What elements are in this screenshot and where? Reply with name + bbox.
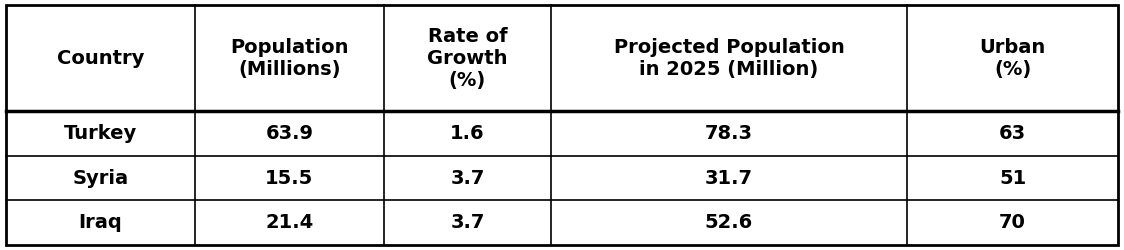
Text: 63.9: 63.9 — [265, 124, 314, 143]
Text: 70: 70 — [999, 213, 1026, 232]
Text: 3.7: 3.7 — [451, 213, 484, 232]
Text: 3.7: 3.7 — [451, 168, 484, 188]
Text: Urban
(%): Urban (%) — [979, 38, 1045, 78]
Text: Iraq: Iraq — [79, 213, 123, 232]
Text: 52.6: 52.6 — [705, 213, 753, 232]
Text: Syria: Syria — [72, 168, 128, 188]
Text: 51: 51 — [999, 168, 1026, 188]
Text: 21.4: 21.4 — [265, 213, 314, 232]
Text: 63: 63 — [999, 124, 1026, 143]
Text: Population
(Millions): Population (Millions) — [230, 38, 348, 78]
Text: 31.7: 31.7 — [705, 168, 753, 188]
Text: Turkey: Turkey — [64, 124, 137, 143]
Text: 1.6: 1.6 — [450, 124, 484, 143]
Text: 78.3: 78.3 — [705, 124, 753, 143]
Text: 15.5: 15.5 — [265, 168, 314, 188]
Text: Projected Population
in 2025 (Million): Projected Population in 2025 (Million) — [614, 38, 844, 78]
Text: Rate of
Growth
(%): Rate of Growth (%) — [427, 26, 508, 90]
Text: Country: Country — [56, 48, 144, 68]
